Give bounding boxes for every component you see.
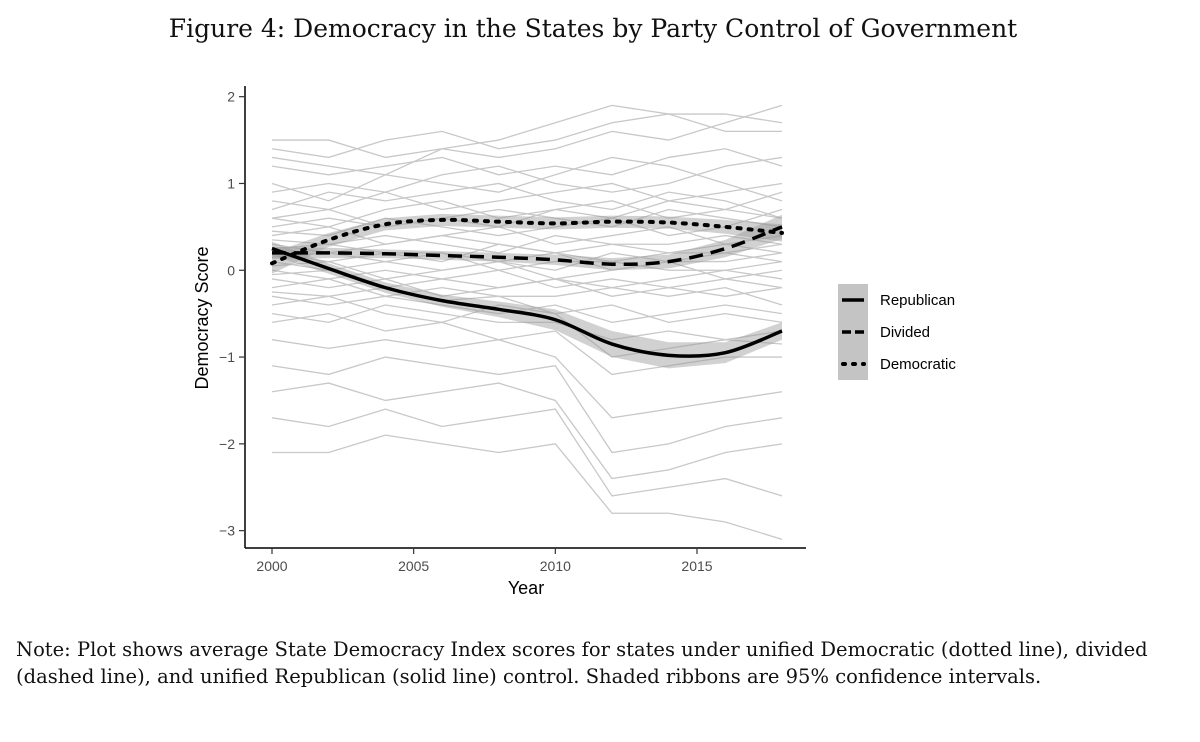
democracy-chart: 2000 2005 2010 2015 −3 −2 −1 0 1 2 Year Democrac… <box>192 86 956 598</box>
state-line <box>271 200 783 228</box>
trend-line-democratic <box>270 217 784 266</box>
y-tick-label: 0 <box>227 262 235 278</box>
state-line <box>271 304 783 341</box>
ci-ribbon-republican <box>272 241 782 369</box>
state-line <box>271 156 783 193</box>
state-line <box>271 226 783 245</box>
x-tick-label: 2010 <box>540 558 571 574</box>
figure-note: Note: Plot shows average State Democracy… <box>16 638 1148 688</box>
state-line <box>271 208 783 237</box>
x-axis-title: Year <box>508 578 544 598</box>
state-line <box>271 148 783 176</box>
party-trend-lines-group <box>270 217 784 358</box>
state-line <box>271 295 783 324</box>
ci-ribbon-divided <box>272 214 782 271</box>
state-line <box>271 113 782 159</box>
state-line <box>271 339 783 419</box>
state-line <box>271 260 783 280</box>
x-axis-ticks: 2000 2005 2010 2015 <box>256 548 713 574</box>
state-lines-group <box>271 104 783 540</box>
trend-line-divided <box>271 225 783 267</box>
y-tick-label: 1 <box>227 175 235 191</box>
y-tick-label: −3 <box>219 523 235 539</box>
state-line <box>271 278 783 306</box>
state-line <box>271 356 783 454</box>
state-line <box>271 408 783 497</box>
x-tick-label: 2015 <box>681 558 712 574</box>
state-line <box>271 104 783 176</box>
state-line <box>272 434 783 540</box>
state-line <box>271 208 783 228</box>
confidence-ribbons-group <box>272 213 782 369</box>
state-line <box>271 286 783 358</box>
x-tick-label: 2000 <box>256 558 287 574</box>
legend: Republican Divided Democratic <box>838 284 956 380</box>
legend-label-divided: Divided <box>880 324 930 341</box>
figure-title: Figure 4: Democracy in the States by Par… <box>168 14 1018 43</box>
state-line <box>271 182 783 211</box>
y-tick-label: 2 <box>227 89 235 105</box>
y-tick-label: −1 <box>219 349 235 365</box>
y-axis-ticks: −3 −2 −1 0 1 2 <box>219 89 245 539</box>
state-line <box>271 234 783 254</box>
ci-ribbon-democratic <box>272 213 782 274</box>
y-tick-label: −2 <box>219 436 235 452</box>
trend-line-republican <box>271 246 783 358</box>
state-line <box>271 312 782 376</box>
state-line <box>271 243 783 263</box>
legend-label-democratic: Democratic <box>880 356 956 373</box>
x-tick-label: 2005 <box>398 558 429 574</box>
state-line <box>271 156 783 202</box>
legend-label-republican: Republican <box>880 292 955 309</box>
state-line <box>271 182 783 219</box>
y-axis-title: Democracy Score <box>192 246 212 389</box>
state-line <box>271 382 783 480</box>
